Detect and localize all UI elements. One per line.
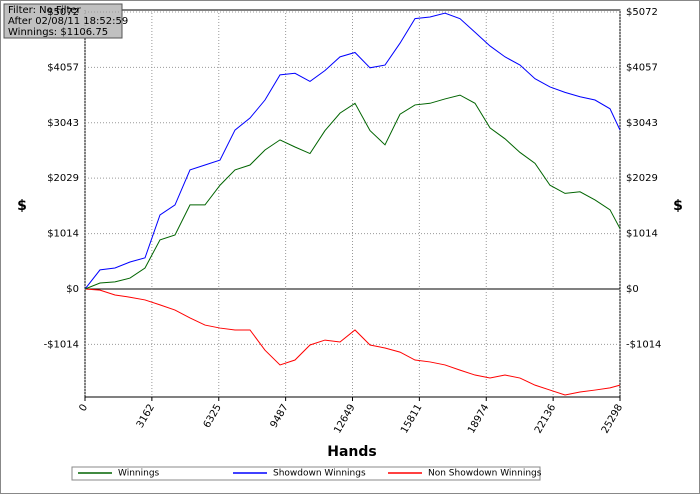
legend [71,466,541,481]
y2-tick-label: $1014 [626,229,658,240]
legend-label: Showdown Winnings [273,469,366,479]
y2-axis-label: $ [673,198,683,214]
y-tick-label: $0 [66,284,79,295]
info-text: After 02/08/11 18:52:59 [8,16,128,27]
y2-tick-label: $2029 [626,173,658,184]
y-tick-label: $2029 [47,173,79,184]
y-axis-label: $ [17,198,27,214]
y2-tick-label: $4057 [626,62,658,73]
legend-label: Non Showdown Winnings [428,469,542,479]
y2-tick-label: $0 [626,284,639,295]
info-box [3,3,123,39]
y-tick-label: $3043 [47,118,79,129]
series-line [84,94,621,290]
info-text: Winnings: $1106.75 [8,27,108,38]
y2-tick-label: -$1014 [626,339,661,350]
y-tick-label: -$1014 [44,339,79,350]
info-text: Filter: No Filter [8,5,82,16]
x-axis-label: Hands [327,444,377,460]
legend-label: Winnings [118,469,160,479]
x-tick-label: 0 [77,403,90,414]
series-line [84,288,621,396]
y2-tick-label: $5072 [626,7,658,18]
y-tick-label: $1014 [47,229,79,240]
series-line [84,12,621,290]
y-tick-label: $4057 [47,62,79,73]
plot-area [84,9,621,398]
y-tick-label: $5072 [47,7,79,18]
y2-tick-label: $3043 [626,118,658,129]
